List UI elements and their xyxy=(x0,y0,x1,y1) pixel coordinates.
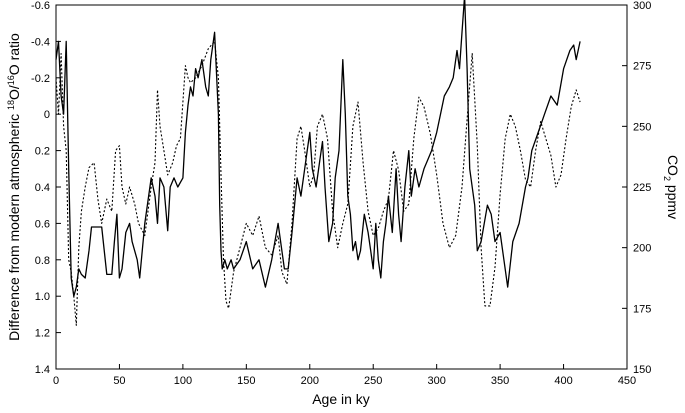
y-left-tick-label: 1.2 xyxy=(35,328,50,340)
x-tick-label: 300 xyxy=(427,375,445,387)
y-right-tick-label: 250 xyxy=(633,121,651,133)
y-left-tick-label: 0.2 xyxy=(35,146,50,158)
y-left-tick-label: 0.6 xyxy=(35,218,50,230)
x-tick-label: 250 xyxy=(364,375,382,387)
co2-series-line xyxy=(55,40,581,326)
x-tick-label: 450 xyxy=(618,375,636,387)
y-axis-left-title: Difference from modern atmospheric 18O/1… xyxy=(6,33,22,341)
x-tick-label: 150 xyxy=(237,375,255,387)
y-axis-right: 150 175 200 225 250 275 300 xyxy=(622,0,651,376)
y-left-tick-label: 1.0 xyxy=(35,291,50,303)
x-tick-label: 50 xyxy=(113,375,125,387)
plot-area-frame xyxy=(55,4,628,370)
y-left-tick-label: -0.6 xyxy=(31,0,50,12)
x-tick-label: 350 xyxy=(491,375,509,387)
y-left-tick-label: -0.4 xyxy=(31,36,50,48)
y-left-tick-label: 0.4 xyxy=(35,182,50,194)
y-right-tick-label: 225 xyxy=(633,182,651,194)
y-right-tick-label: 150 xyxy=(633,364,651,376)
oxygen-isotope-series-line xyxy=(55,0,581,297)
x-axis-title: Age in ky xyxy=(312,391,370,407)
x-axis: 0 50 100 150 200 250 300 350 400 450 xyxy=(53,364,636,387)
y-right-tick-label: 300 xyxy=(633,0,651,12)
x-tick-label: 400 xyxy=(554,375,572,387)
x-tick-label: 100 xyxy=(174,375,192,387)
y-left-tick-label: 1.4 xyxy=(35,364,50,376)
y-left-tick-label: -0.2 xyxy=(31,73,50,85)
y-axis-right-title: CO2 ppmv xyxy=(662,155,681,219)
y-right-tick-label: 200 xyxy=(633,243,651,255)
y-left-tick-label: 0.8 xyxy=(35,255,50,267)
y-right-tick-label: 275 xyxy=(633,61,651,73)
y-axis-left: -0.6 -0.4 -0.2 0 0.2 0.4 0.6 0.8 1.0 1.2 1.4 xyxy=(31,0,61,376)
y-left-tick-label: 0 xyxy=(44,109,50,121)
series-group xyxy=(55,0,581,326)
x-tick-label: 200 xyxy=(301,375,319,387)
x-tick-label: 0 xyxy=(53,375,59,387)
y-right-tick-label: 175 xyxy=(633,303,651,315)
